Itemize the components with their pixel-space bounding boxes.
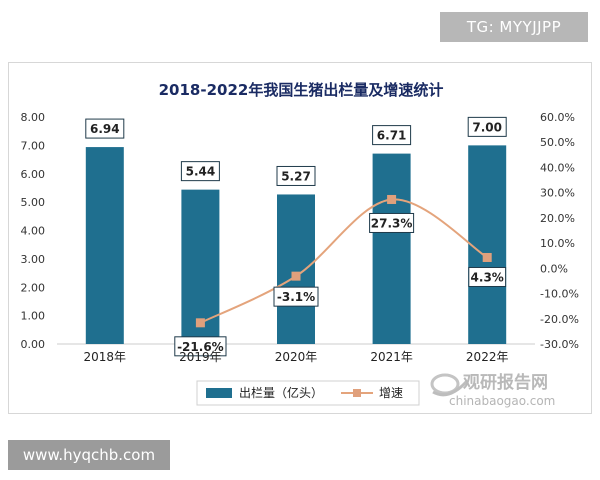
y2-tick-label: 60.0% bbox=[540, 111, 575, 124]
y-tick-label: 7.00 bbox=[21, 139, 46, 152]
x-tick-label: 2022年 bbox=[466, 350, 509, 364]
x-tick-label: 2019年 bbox=[179, 350, 222, 364]
left-axis: 0.00 1.00 2.00 3.00 4.00 5.00 6.00 7.00 8.00 bbox=[21, 111, 46, 351]
y2-tick-label: 0.0% bbox=[540, 262, 568, 275]
logo-swoosh-tail-icon bbox=[432, 379, 469, 397]
legend-line-marker bbox=[353, 389, 361, 397]
bars bbox=[85, 145, 507, 344]
logo-url: chinabaogao.com bbox=[449, 394, 555, 408]
brand-logo: 观研报告网 chinabaogao.com bbox=[430, 372, 555, 408]
growth-marker bbox=[482, 252, 492, 262]
legend-bar-swatch bbox=[206, 388, 232, 398]
growth-marker bbox=[195, 318, 205, 328]
x-tick-label: 2020年 bbox=[275, 350, 318, 364]
bar-label-box bbox=[180, 161, 220, 182]
y2-tick-label: -20.0% bbox=[540, 313, 579, 326]
bar-label-box bbox=[372, 125, 412, 146]
legend-line-label: 增速 bbox=[379, 386, 403, 400]
bar-label-box bbox=[85, 118, 125, 139]
watermark-bottom: www.hyqchb.com bbox=[8, 440, 170, 470]
y-tick-label: 5.00 bbox=[21, 196, 46, 209]
growth-label-box bbox=[369, 212, 415, 233]
growth-marker bbox=[387, 194, 397, 204]
bar bbox=[372, 153, 411, 344]
y-tick-label: 6.00 bbox=[21, 168, 46, 181]
growth-label: 27.3% bbox=[371, 216, 413, 230]
legend-bar-label: 出栏量（亿头） bbox=[239, 385, 323, 400]
growth-label-box bbox=[174, 336, 227, 357]
bar-labels: 6.94 5.44 5.27 6.71 7.00 bbox=[85, 116, 507, 186]
x-tick-label: 2018年 bbox=[84, 350, 127, 364]
y2-tick-label: 20.0% bbox=[540, 212, 575, 225]
growth-label-box bbox=[273, 286, 319, 307]
growth-marker bbox=[291, 271, 301, 281]
legend-box bbox=[196, 380, 420, 406]
growth-label-box bbox=[468, 266, 507, 287]
y2-tick-label: 30.0% bbox=[540, 187, 575, 200]
bar-label: 5.44 bbox=[186, 165, 216, 179]
legend: 出栏量（亿头） 增速 bbox=[196, 380, 420, 406]
y2-tick-label: 10.0% bbox=[540, 237, 575, 250]
logo-name: 观研报告网 bbox=[462, 372, 548, 393]
bar-label: 6.71 bbox=[377, 129, 407, 143]
bar-label-box bbox=[276, 165, 316, 186]
y-tick-label: 8.00 bbox=[21, 111, 46, 124]
growth-line-path bbox=[199, 198, 488, 324]
bar-label: 6.94 bbox=[90, 122, 120, 136]
y2-tick-label: 40.0% bbox=[540, 161, 575, 174]
bar-label: 7.00 bbox=[472, 120, 502, 134]
x-labels: 2018年 2019年 2020年 2021年 2022年 bbox=[84, 350, 509, 364]
x-tick-label: 2021年 bbox=[370, 350, 413, 364]
growth-label: -3.1% bbox=[277, 290, 315, 304]
bar bbox=[181, 189, 220, 344]
chart-frame: 2018-2022年我国生猪出栏量及增速统计 0.00 1.00 2.00 3.00 4… bbox=[8, 62, 592, 414]
right-axis: -30.0% -20.0% -10.0% 0.0% 10.0% 20.0% 30.0% 40.… bbox=[540, 111, 579, 351]
y-tick-label: 3.00 bbox=[21, 253, 46, 266]
growth-line bbox=[195, 194, 492, 328]
chart-title: 2018-2022年我国生猪出栏量及增速统计 bbox=[159, 81, 444, 99]
growth-label: -21.6% bbox=[177, 340, 224, 354]
logo-swoosh-icon bbox=[430, 373, 460, 395]
y2-tick-label: -30.0% bbox=[540, 338, 579, 351]
bar-label-box bbox=[467, 116, 507, 137]
y-tick-label: 4.00 bbox=[21, 225, 46, 238]
bar-label: 5.27 bbox=[281, 169, 311, 183]
bar bbox=[277, 194, 315, 344]
bar bbox=[85, 147, 124, 344]
y2-tick-label: -10.0% bbox=[540, 288, 579, 301]
y-tick-label: 2.00 bbox=[21, 281, 46, 294]
chart-svg: 2018-2022年我国生猪出栏量及增速统计 0.00 1.00 2.00 3.00 4… bbox=[21, 81, 579, 408]
y2-tick-label: 50.0% bbox=[540, 136, 575, 149]
bar bbox=[468, 145, 507, 344]
growth-label: 4.3% bbox=[471, 270, 504, 284]
y-tick-label: 1.00 bbox=[21, 310, 46, 323]
y-tick-label: 0.00 bbox=[21, 338, 46, 351]
line-labels: -21.6% -3.1% 27.3% 4.3% bbox=[174, 212, 507, 357]
watermark-top: TG: MYYJJPP bbox=[440, 12, 588, 42]
